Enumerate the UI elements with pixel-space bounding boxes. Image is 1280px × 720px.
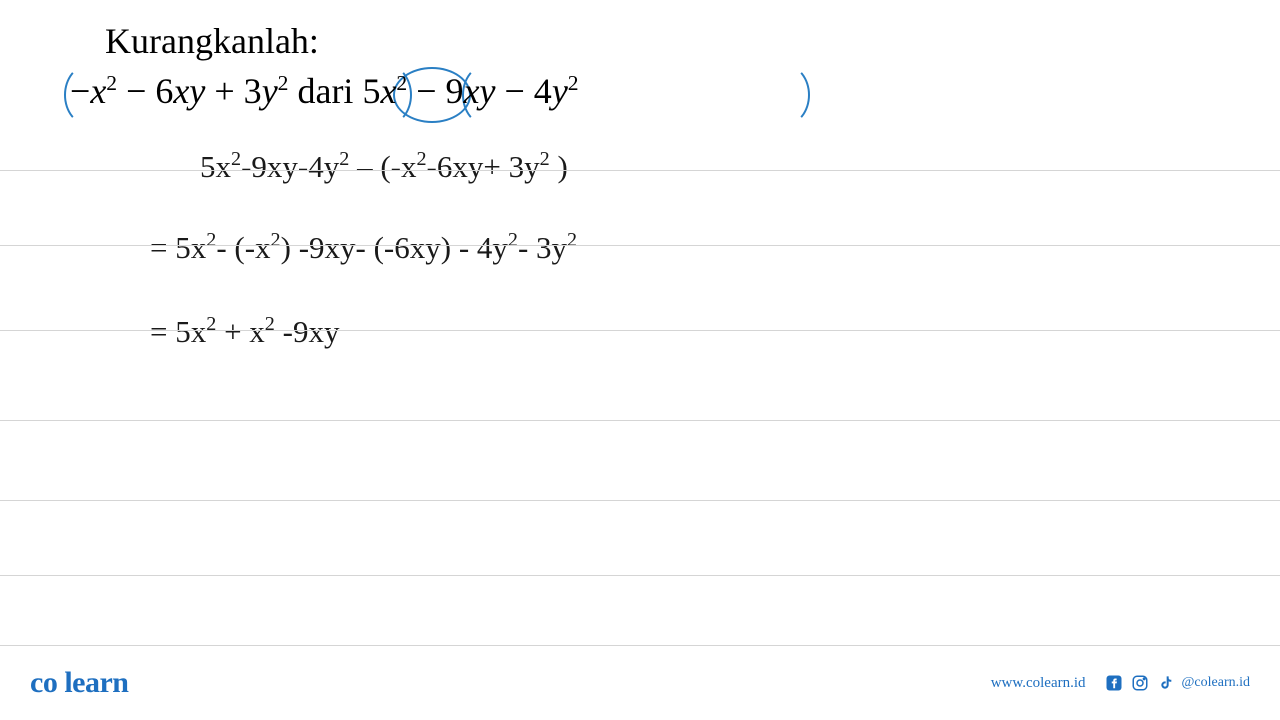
expr-text: − 6	[117, 71, 173, 111]
handwritten-line-3: = 5x2 + x2 -9xy	[150, 314, 1210, 350]
tiktok-icon	[1156, 673, 1176, 693]
rule-line	[0, 245, 1280, 246]
rule-line	[0, 420, 1280, 421]
social-handle: @colearn.id	[1182, 675, 1250, 691]
hw-text: = 5x	[150, 230, 206, 265]
rule-line	[0, 500, 1280, 501]
rule-line	[0, 645, 1280, 646]
brand-logo: co learn	[30, 666, 128, 700]
hw-text: - 3y	[518, 230, 567, 265]
handwritten-line-2: = 5x2- (-x2) -9xy- (-6xy) - 4y2- 3y2	[150, 230, 1210, 266]
hw-exp: 2	[416, 148, 426, 170]
hw-text: = 5x	[150, 314, 206, 349]
hw-text: 5x	[200, 149, 231, 184]
expr-text: − 4	[496, 71, 552, 111]
hw-exp: 2	[206, 229, 216, 251]
hw-exp: 2	[265, 313, 275, 335]
expr-text: 5	[362, 71, 380, 111]
rule-line	[0, 330, 1280, 331]
facebook-icon	[1104, 673, 1124, 693]
instagram-icon	[1130, 673, 1150, 693]
exp-2: 2	[106, 71, 117, 95]
footer: co learn www.colearn.id @colearn.id	[0, 666, 1280, 700]
expr-text: + 3	[205, 71, 261, 111]
hw-text: -9xy	[275, 314, 340, 349]
var-y: y	[262, 71, 278, 111]
rule-line	[0, 170, 1280, 171]
hw-text: + x	[224, 314, 265, 349]
hw-exp: 2	[271, 229, 281, 251]
footer-url: www.colearn.id	[991, 675, 1086, 692]
expr-text: −	[70, 71, 90, 111]
hw-text: ) -9xy- (-6xy) - 4y	[281, 230, 508, 265]
exp-2: 2	[568, 71, 579, 95]
var-y: y	[552, 71, 568, 111]
handwritten-line-1: 5x2-9xy-4y2 – (-x2-6xy+ 3y2 )	[200, 149, 1210, 185]
hw-exp: 2	[206, 313, 216, 335]
var-x: x	[90, 71, 106, 111]
hw-exp: 2	[540, 148, 550, 170]
dari-text: dari	[288, 71, 362, 111]
social-icons: @colearn.id	[1104, 673, 1250, 693]
var-x: x	[380, 71, 396, 111]
hw-text: -6xy+ 3y	[427, 149, 540, 184]
hw-exp: 2	[508, 229, 518, 251]
hw-text: )	[550, 149, 568, 184]
work-area: 5x2-9xy-4y2 – (-x2-6xy+ 3y2 ) = 5x2- (-x…	[70, 149, 1210, 350]
rule-line	[0, 575, 1280, 576]
page-title: Kurangkanlah:	[105, 20, 1210, 62]
problem-expression: −x2 − 6xy + 3y2 dari 5x2 − 9xy − 4y2	[70, 70, 1210, 125]
exp-2: 2	[396, 71, 407, 95]
expr-text: − 9	[407, 71, 463, 111]
hw-text: – (-x	[349, 149, 416, 184]
right-paren-arc-2	[760, 64, 810, 126]
hw-text: - (-x	[216, 230, 270, 265]
exp-2: 2	[278, 71, 289, 95]
hw-exp: 2	[339, 148, 349, 170]
var-xy: xy	[464, 71, 496, 111]
hw-text: -9xy-4y	[241, 149, 339, 184]
hw-exp: 2	[231, 148, 241, 170]
var-xy: xy	[173, 71, 205, 111]
hw-exp: 2	[567, 229, 577, 251]
